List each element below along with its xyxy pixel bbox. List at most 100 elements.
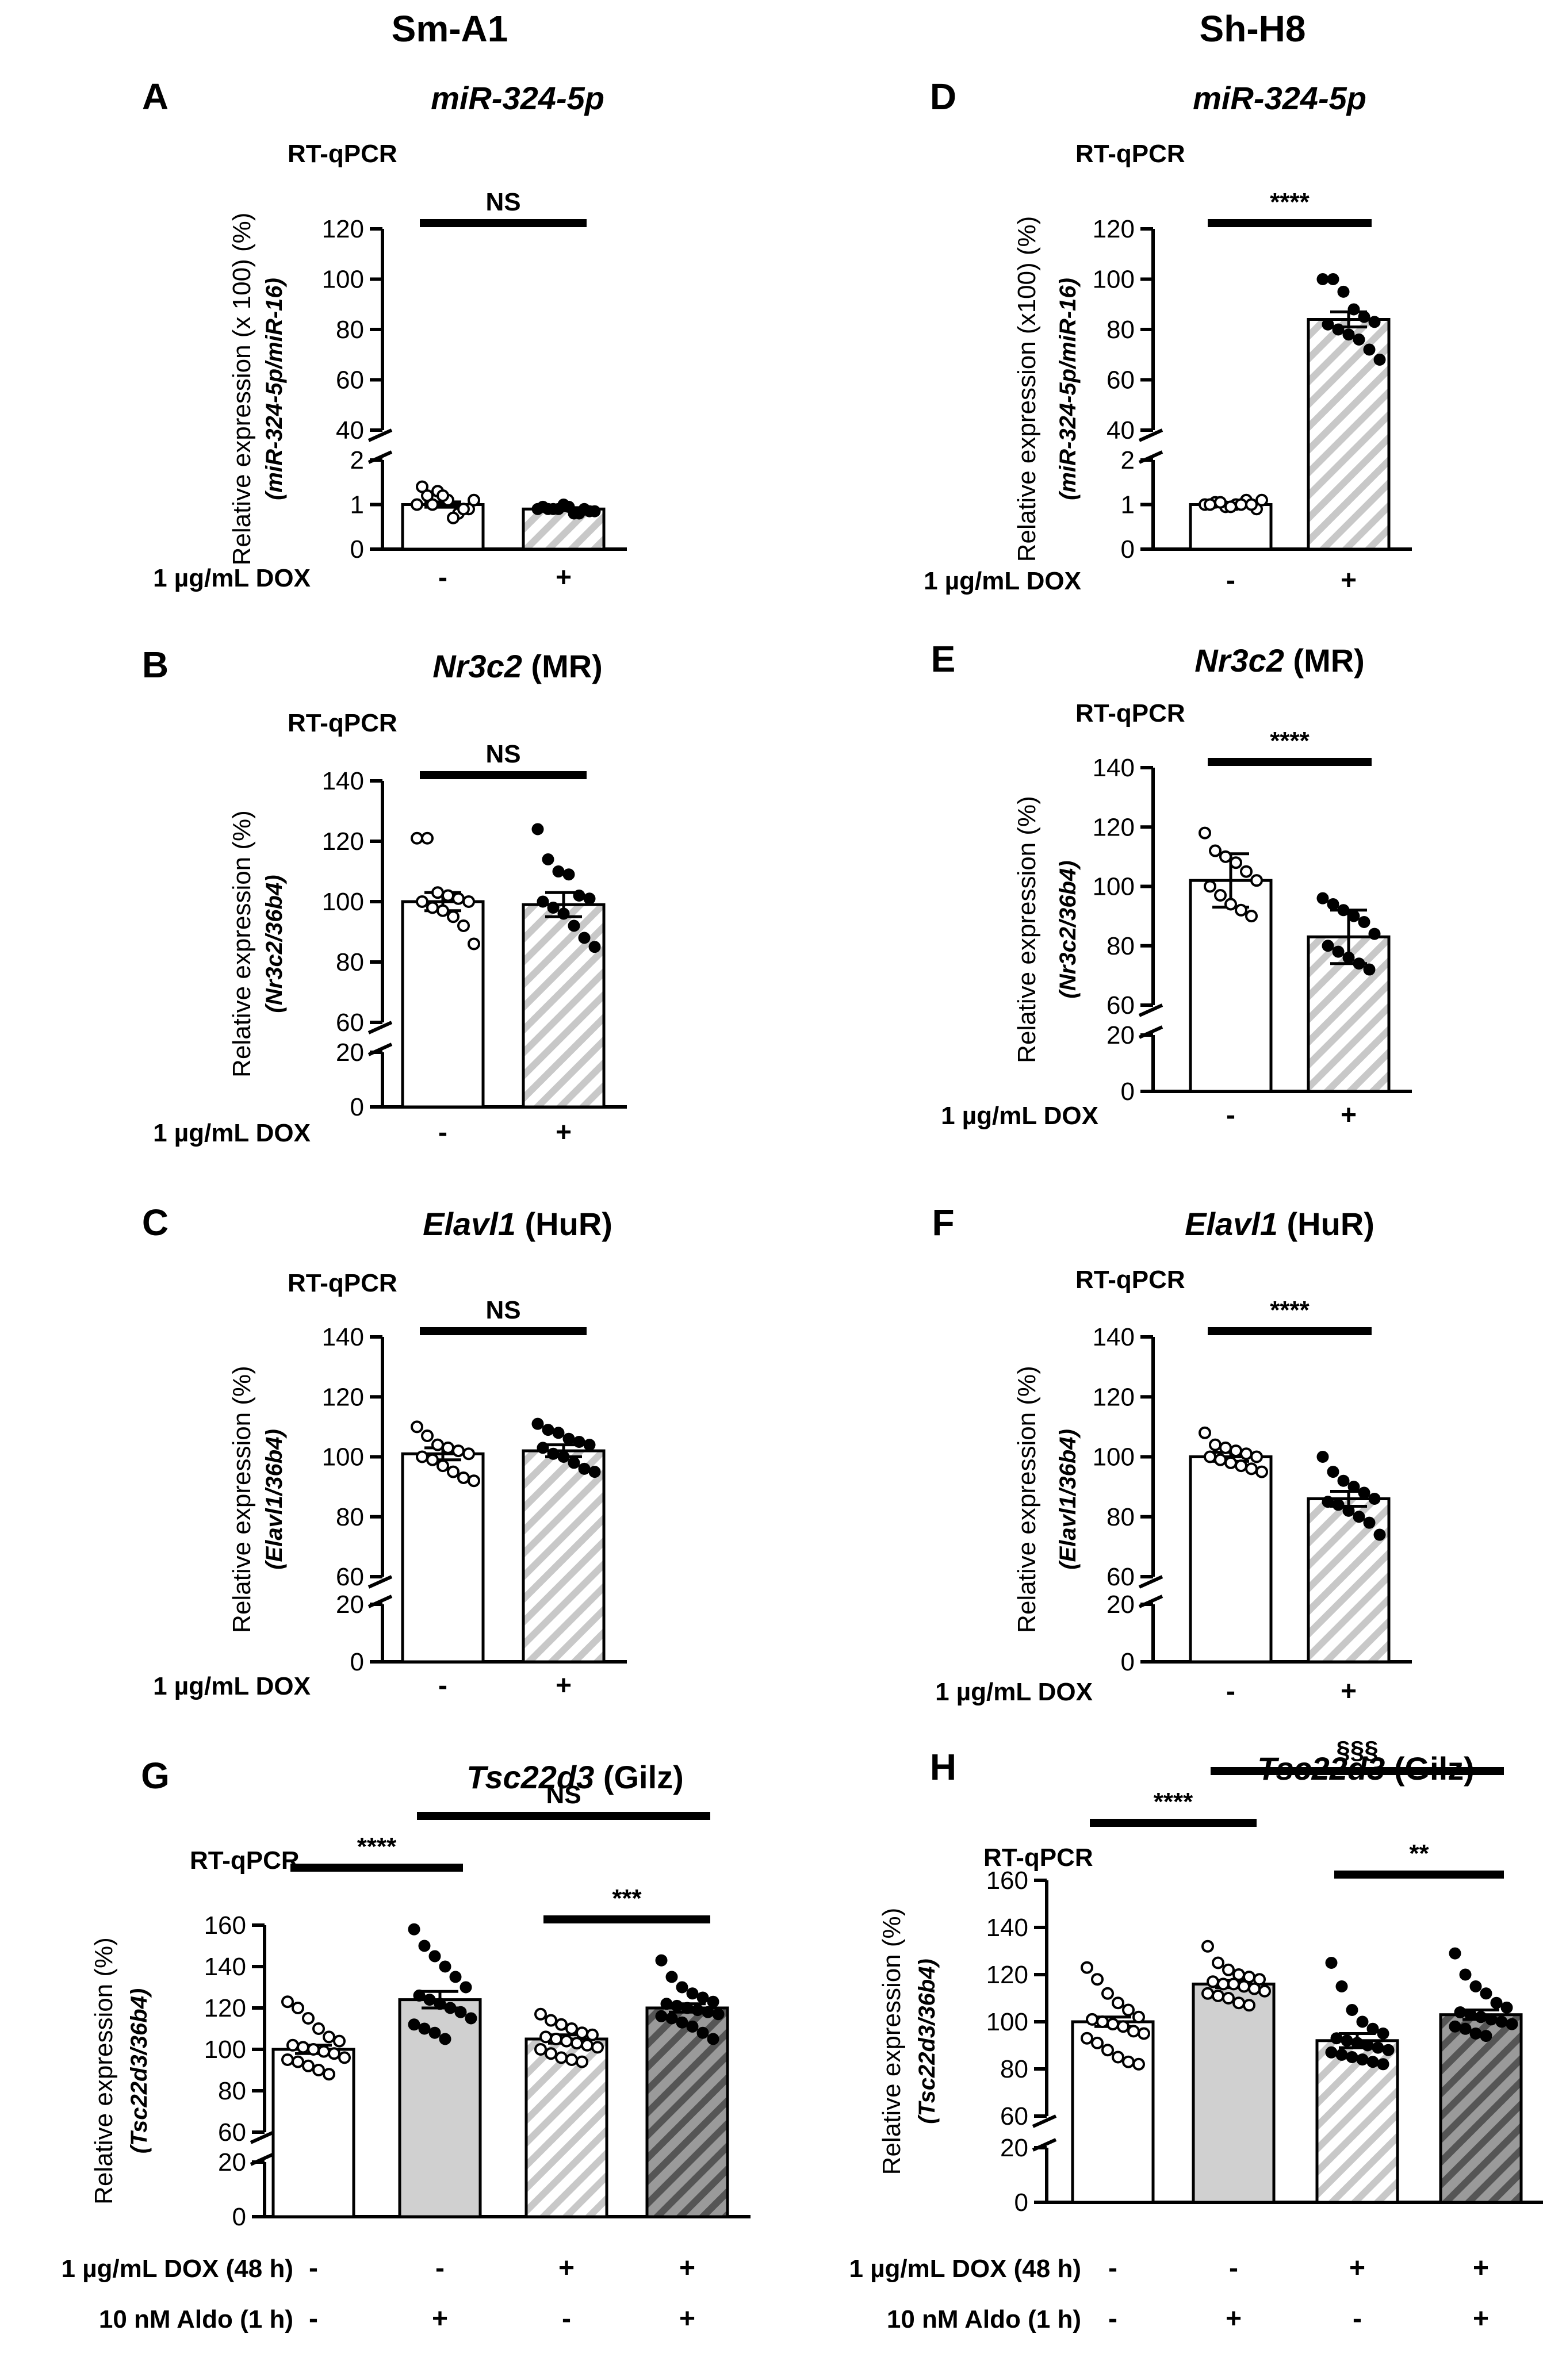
data-point (1506, 2018, 1518, 2030)
bar-2 (1192, 1982, 1276, 2204)
y-tick-label: 100 (322, 1443, 364, 1471)
data-point (457, 1471, 470, 1484)
data-point (1356, 2015, 1369, 2028)
y-axis-ratio-label: (Elavl1/36b4) (262, 1429, 287, 1570)
data-point (537, 1442, 549, 1454)
data-point (292, 2055, 304, 2068)
data-point (434, 1998, 446, 2010)
assay-label: RT-qPCR (190, 1846, 300, 1875)
data-point (1361, 2039, 1374, 2052)
data-point (691, 2004, 704, 2017)
data-point (676, 2016, 688, 2029)
data-point (286, 2038, 299, 2052)
data-point (462, 895, 475, 908)
y-tick-label: 0 (350, 1093, 364, 1121)
data-point (1322, 1496, 1334, 1508)
y-tick-label: 80 (1106, 1503, 1135, 1531)
data-point (588, 1466, 601, 1478)
panel-title: Tsc22d3 (Gilz) (466, 1759, 684, 1795)
panel-g: G Tsc22d3 (Gilz) RT-qPCR Relative expressio… (62, 1755, 751, 2334)
y-tick-label: 2 (1121, 446, 1135, 474)
y-axis-label: Relative expression (x100) (%) (1013, 216, 1041, 562)
assay-label: RT-qPCR (288, 140, 397, 168)
significance-label: **** (1270, 188, 1310, 216)
data-point (1347, 1481, 1360, 1493)
data-point (545, 2014, 557, 2027)
y-tick-label: 100 (986, 2008, 1028, 2036)
data-point (1255, 493, 1268, 507)
data-point (1356, 2053, 1369, 2066)
y-tick-label: 0 (1121, 535, 1135, 564)
data-point (411, 1420, 423, 1434)
panel-letter: B (142, 644, 169, 685)
data-point (560, 2034, 573, 2048)
data-point (1459, 1968, 1472, 1981)
y-tick-label: 140 (1093, 1323, 1135, 1351)
data-point (408, 1923, 420, 1936)
data-point (1353, 1511, 1365, 1523)
data-point (1258, 1984, 1271, 1998)
data-point (707, 2033, 719, 2045)
data-point (1368, 316, 1381, 328)
data-point (1368, 1492, 1381, 1505)
factor-sign: + (1473, 2253, 1489, 2283)
data-point (581, 2038, 594, 2052)
data-point (1230, 1444, 1242, 1458)
factor-label: 1 µg/mL DOX (935, 1678, 1093, 1706)
data-point (1238, 1980, 1250, 1993)
data-point (1358, 1486, 1370, 1499)
y-axis-label: Relative expression (%) (90, 1937, 118, 2205)
y-tick-label: 160 (204, 1911, 246, 1940)
data-point (537, 500, 549, 513)
data-point (1377, 2058, 1389, 2071)
data-point (1342, 328, 1355, 341)
data-point (1224, 1456, 1237, 1469)
data-point (1132, 2010, 1145, 2023)
y-tick-label: 100 (1093, 1443, 1135, 1471)
data-point (1204, 880, 1216, 893)
data-point (1454, 2006, 1467, 2019)
bar-3 (524, 2037, 608, 2218)
y-tick-label: 2 (350, 446, 364, 474)
y-tick-label: 60 (1106, 1563, 1135, 1591)
y-tick-label: 0 (232, 2203, 246, 2231)
data-point (1207, 1975, 1219, 1988)
data-point (707, 1995, 719, 2008)
data-point (1358, 311, 1370, 323)
significance-label: *** (612, 1884, 642, 1913)
data-point (1337, 1474, 1350, 1487)
assay-label: RT-qPCR (1075, 699, 1185, 727)
data-point (1112, 1996, 1124, 2010)
factor-sign: + (1226, 2304, 1242, 2334)
factor-sign: + (558, 2253, 575, 2283)
data-point (439, 1960, 451, 1973)
data-point (1243, 1999, 1255, 2012)
data-point (1335, 1980, 1348, 1992)
y-tick-label: 1 (350, 491, 364, 519)
data-point (573, 890, 585, 902)
y-tick-label: 140 (986, 1914, 1028, 1942)
data-point (671, 1999, 683, 2012)
data-point (1081, 2032, 1093, 2045)
data-point (681, 2002, 694, 2014)
y-tick-label: 120 (1093, 813, 1135, 841)
significance-label: **** (1270, 1296, 1310, 1324)
data-point (1316, 1451, 1329, 1463)
data-point (655, 1954, 668, 1967)
data-point (696, 2026, 709, 2039)
data-point (571, 2037, 583, 2050)
data-point (1091, 1973, 1104, 1986)
data-point (1232, 1996, 1245, 2010)
factor-sign: - (1108, 2253, 1117, 2283)
assay-label: RT-qPCR (288, 709, 397, 737)
data-point (696, 1991, 709, 2004)
data-point (1480, 2030, 1492, 2042)
factor-label: 1 µg/mL DOX (153, 1119, 311, 1147)
data-point (583, 892, 596, 905)
y-tick-label: 60 (336, 366, 364, 394)
data-point (302, 2059, 315, 2072)
factor-sign: - (438, 562, 447, 593)
y-tick-label: 160 (986, 1867, 1028, 1895)
